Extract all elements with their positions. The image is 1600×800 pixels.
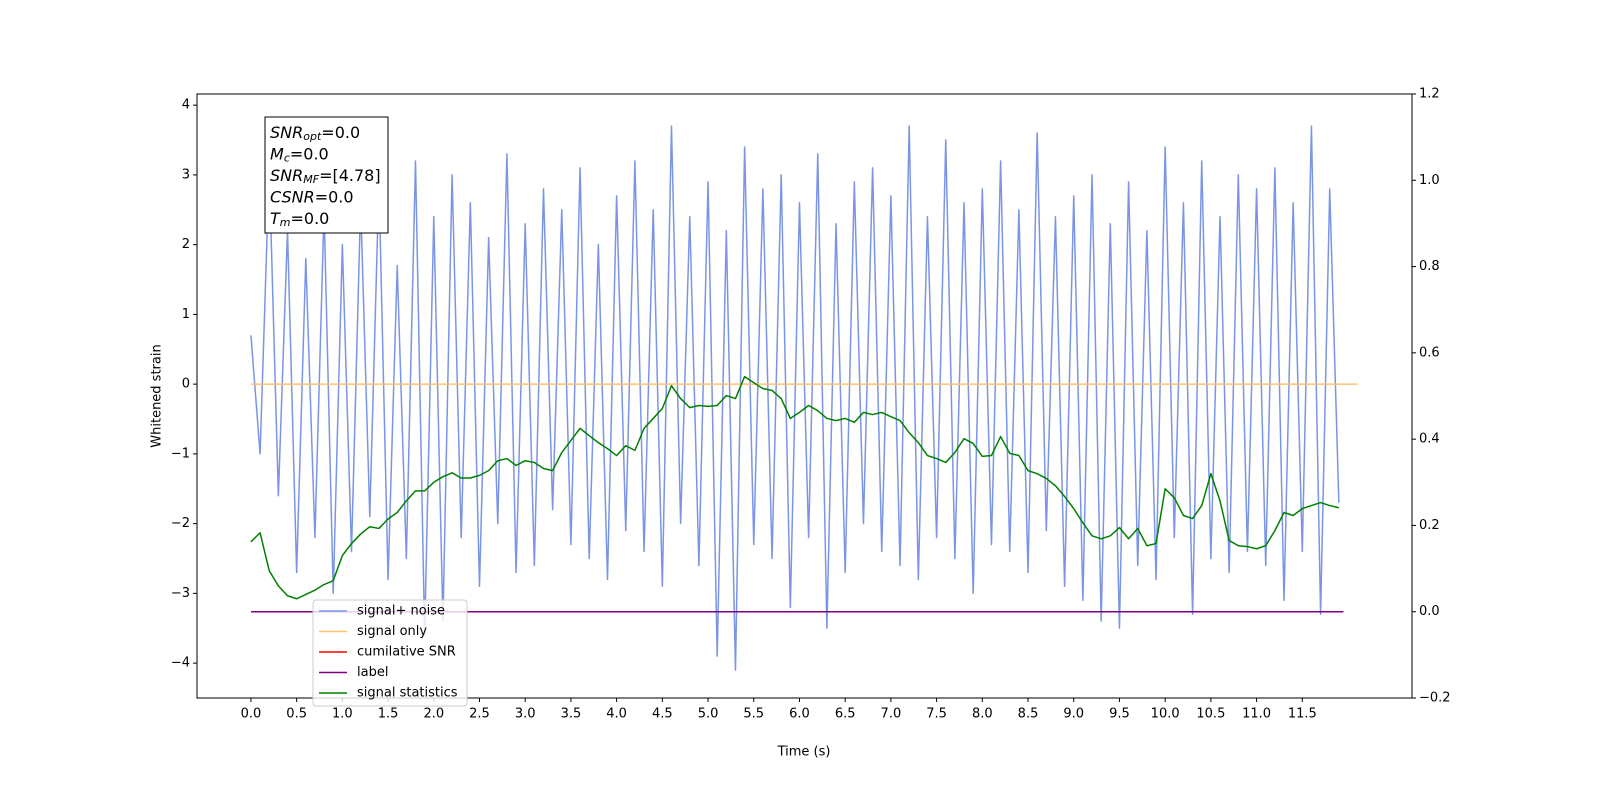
- x-tick-label: 5.5: [743, 707, 764, 722]
- annotation-symbol: SNR: [270, 166, 303, 185]
- y2-tick-label: −0.2: [1419, 691, 1451, 706]
- x-tick-label: 1.5: [378, 707, 399, 722]
- x-tick-label: 10.5: [1196, 707, 1225, 722]
- y2-tick-label: 0.6: [1419, 345, 1440, 360]
- annotation-symbol: T: [270, 209, 281, 228]
- x-tick-label: 2.5: [469, 707, 490, 722]
- x-axis-label: Time (s): [777, 745, 831, 760]
- annotation-text: SNRMF=[4.78]: [270, 166, 381, 187]
- annotation-symbol: CSNR: [270, 187, 315, 206]
- annotation-subscript: opt: [303, 130, 322, 143]
- annotation-subscript: MF: [303, 173, 319, 186]
- y-tick-label: −2: [171, 516, 190, 531]
- x-tick-label: 3.5: [561, 707, 582, 722]
- y2-tick-label: 1.0: [1419, 173, 1440, 188]
- annotation-value: =0.0: [321, 123, 360, 142]
- annotation-value: =0.0: [315, 187, 354, 206]
- annotation-subscript: m: [280, 216, 291, 229]
- y-tick-label: 0: [182, 377, 190, 392]
- legend-label: cumilative SNR: [357, 645, 456, 660]
- legend-box: [312, 599, 468, 707]
- y2-tick-label: 0.4: [1419, 432, 1440, 447]
- x-tick-label: 4.5: [652, 707, 673, 722]
- legend-label: signal+ noise: [357, 604, 445, 619]
- y-tick-label: 3: [182, 167, 190, 182]
- series-line: [250, 125, 1340, 671]
- y2-tick-label: 1.2: [1419, 87, 1440, 102]
- x-tick-label: 11.5: [1288, 707, 1317, 722]
- x-tick-label: 5.0: [698, 707, 719, 722]
- annotation-subscript: c: [284, 152, 290, 165]
- y2-tick-label: 0.2: [1419, 518, 1440, 533]
- annotation-text: Mc=0.0: [270, 144, 329, 165]
- annotation-text: SNRopt=0.0: [270, 123, 360, 144]
- annotation-text: CSNR=0.0: [270, 187, 354, 206]
- annotation-symbol: SNR: [270, 123, 303, 142]
- x-tick-label: 1.0: [332, 707, 353, 722]
- x-tick-label: 9.0: [1063, 707, 1084, 722]
- y-tick-label: −3: [171, 586, 190, 601]
- y-tick-label: 1: [182, 307, 190, 322]
- legend-label: label: [357, 665, 388, 680]
- legend-label: signal statistics: [357, 686, 458, 701]
- y2-tick-label: 0.0: [1419, 604, 1440, 619]
- series-line: [250, 375, 1340, 600]
- y-tick-label: 4: [182, 98, 190, 113]
- annotation-box: [264, 116, 389, 234]
- x-tick-label: 11.0: [1242, 707, 1271, 722]
- y-tick-label: 2: [182, 237, 190, 252]
- annotation-value: =[4.78]: [319, 166, 381, 185]
- legend-label: signal only: [357, 624, 427, 639]
- x-tick-label: 8.0: [972, 707, 993, 722]
- annotation-text: Tm=0.0: [270, 209, 329, 230]
- annotation-value: =0.0: [291, 209, 330, 228]
- x-tick-label: 0.5: [286, 707, 307, 722]
- x-tick-label: 0.0: [241, 707, 262, 722]
- y-tick-label: −1: [171, 446, 190, 461]
- x-tick-label: 2.0: [423, 707, 444, 722]
- x-tick-label: 3.0: [515, 707, 536, 722]
- y-axis-label: Whitened strain: [150, 344, 165, 447]
- x-tick-label: 9.5: [1109, 707, 1130, 722]
- x-tick-label: 7.5: [926, 707, 947, 722]
- annotation-value: =0.0: [290, 144, 329, 163]
- y2-tick-label: 0.8: [1419, 259, 1440, 274]
- annotation-symbol: M: [270, 144, 284, 163]
- x-tick-label: 7.0: [881, 707, 902, 722]
- axes-frame: [196, 93, 1413, 699]
- x-tick-label: 8.5: [1018, 707, 1039, 722]
- x-tick-label: 6.5: [835, 707, 856, 722]
- y-tick-label: −4: [171, 656, 190, 671]
- x-tick-label: 4.0: [606, 707, 627, 722]
- x-tick-label: 10.0: [1151, 707, 1180, 722]
- x-tick-label: 6.0: [789, 707, 810, 722]
